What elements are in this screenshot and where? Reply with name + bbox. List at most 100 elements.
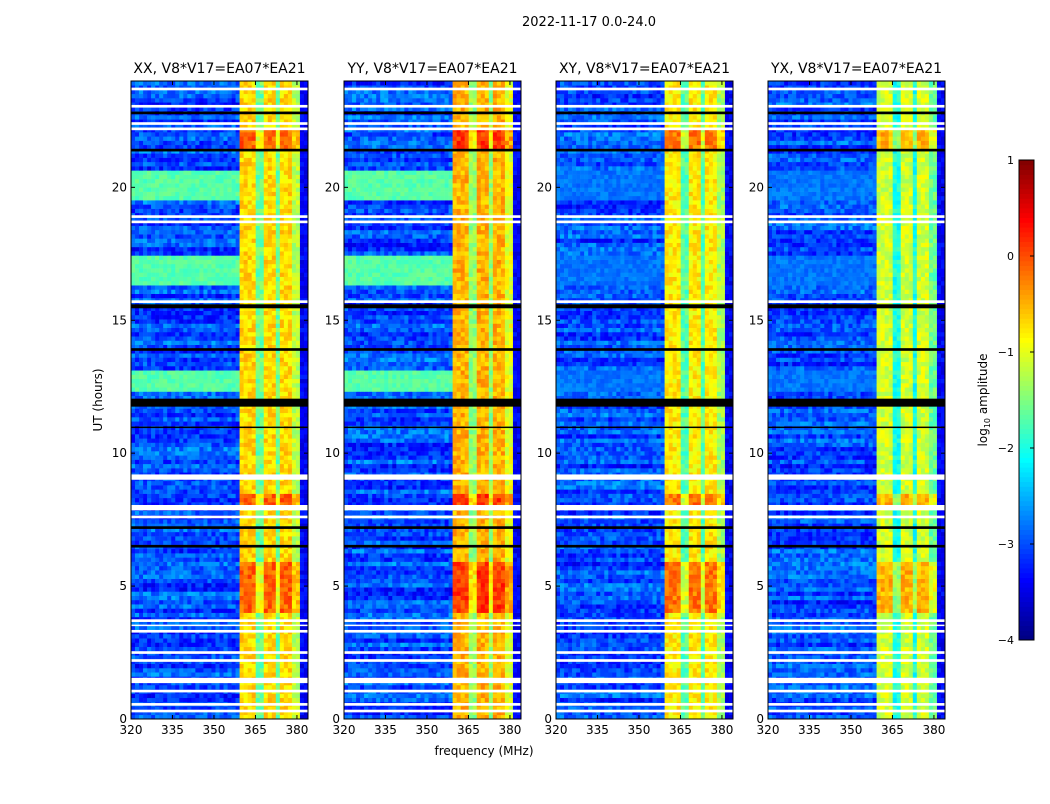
heatmap-cell bbox=[195, 582, 200, 588]
heatmap-cell bbox=[191, 348, 196, 354]
heatmap-cell bbox=[235, 587, 240, 592]
heatmap-cell bbox=[155, 565, 160, 571]
heatmap-cell bbox=[295, 655, 301, 660]
heatmap-cell bbox=[159, 463, 164, 469]
heatmap-cell bbox=[275, 485, 281, 490]
heatmap-cell bbox=[195, 289, 200, 294]
heatmap-cell bbox=[159, 531, 164, 537]
heatmap-cell bbox=[239, 599, 244, 605]
heatmap-cell bbox=[239, 297, 244, 303]
heatmap-cell bbox=[131, 646, 136, 652]
heatmap-cell bbox=[267, 642, 273, 647]
heatmap-cell bbox=[299, 451, 305, 456]
heatmap-cell bbox=[219, 540, 224, 545]
heatmap-cell bbox=[135, 421, 140, 426]
heatmap-cell bbox=[243, 531, 248, 537]
heatmap-cell bbox=[271, 570, 277, 575]
heatmap-cell bbox=[235, 293, 240, 299]
heatmap-cell bbox=[151, 331, 156, 337]
heatmap-cell bbox=[215, 684, 220, 690]
heatmap-cell bbox=[271, 493, 277, 499]
heatmap-cell bbox=[155, 417, 160, 422]
heatmap-cell bbox=[183, 442, 188, 448]
heatmap-cell bbox=[219, 697, 224, 703]
heatmap-cell bbox=[219, 625, 224, 630]
heatmap-cell bbox=[299, 361, 305, 367]
heatmap-cell bbox=[247, 442, 252, 448]
heatmap-cell bbox=[287, 340, 293, 345]
heatmap-cell bbox=[151, 442, 156, 448]
heatmap-cell bbox=[231, 357, 236, 363]
heatmap-cell bbox=[147, 642, 152, 647]
heatmap-cell bbox=[207, 348, 212, 354]
heatmap-cell bbox=[171, 353, 176, 358]
heatmap-cell bbox=[143, 340, 148, 345]
heatmap-cell bbox=[163, 642, 168, 647]
heatmap-cell bbox=[163, 523, 168, 528]
heatmap-cell bbox=[287, 391, 293, 397]
heatmap-cell bbox=[175, 536, 180, 541]
heatmap-cell bbox=[243, 263, 248, 269]
heatmap-cell bbox=[151, 625, 156, 630]
heatmap-cell bbox=[139, 599, 144, 605]
heatmap-cell bbox=[143, 633, 148, 639]
heatmap-cell bbox=[263, 540, 269, 545]
heatmap-cell bbox=[179, 519, 184, 524]
heatmap-cell bbox=[223, 655, 228, 660]
heatmap-cell bbox=[299, 561, 305, 567]
heatmap-cell bbox=[243, 357, 248, 363]
heatmap-cell bbox=[223, 459, 228, 465]
heatmap-cell bbox=[231, 429, 236, 435]
heatmap-cell bbox=[163, 374, 168, 380]
heatmap-cell bbox=[155, 642, 160, 647]
heatmap-cell bbox=[199, 527, 204, 533]
heatmap-cell bbox=[303, 604, 309, 609]
heatmap-cell bbox=[219, 621, 224, 626]
heatmap-cell bbox=[211, 268, 216, 273]
heatmap-cell bbox=[239, 510, 244, 516]
heatmap-cell bbox=[251, 251, 256, 256]
heatmap-cell bbox=[143, 276, 148, 282]
heatmap-cell bbox=[295, 565, 301, 571]
heatmap-cell bbox=[207, 510, 212, 516]
heatmap-cell bbox=[155, 268, 160, 273]
heatmap-cell bbox=[191, 582, 196, 588]
heatmap-cell bbox=[175, 314, 180, 320]
heatmap-cell bbox=[255, 378, 261, 384]
heatmap-cell bbox=[191, 489, 196, 494]
heatmap-cell bbox=[295, 246, 301, 252]
heatmap-cell bbox=[155, 510, 160, 516]
heatmap-cell bbox=[263, 510, 269, 516]
heatmap-cell bbox=[175, 268, 180, 273]
heatmap-cell bbox=[243, 519, 248, 524]
heatmap-cell bbox=[279, 582, 285, 588]
heatmap-cell bbox=[147, 531, 152, 537]
heatmap-cell bbox=[291, 421, 297, 426]
heatmap-cell bbox=[263, 272, 269, 277]
heatmap-cell bbox=[283, 434, 289, 439]
heatmap-cell bbox=[243, 540, 248, 545]
heatmap-cell bbox=[211, 378, 216, 384]
heatmap-cell bbox=[251, 497, 256, 503]
heatmap-cell bbox=[279, 574, 285, 579]
heatmap-cell bbox=[171, 531, 176, 537]
heatmap-cell bbox=[227, 616, 232, 622]
heatmap-cell bbox=[295, 553, 301, 558]
heatmap-cell bbox=[203, 327, 208, 333]
heatmap-cell bbox=[163, 638, 168, 643]
heatmap-cell bbox=[223, 574, 228, 579]
heatmap-cell bbox=[243, 642, 248, 647]
heatmap-cell bbox=[255, 582, 261, 588]
heatmap-cell bbox=[215, 268, 220, 273]
heatmap-cell bbox=[287, 336, 293, 341]
heatmap-cell bbox=[259, 553, 265, 558]
heatmap-cell bbox=[139, 361, 144, 367]
heatmap-cell bbox=[167, 289, 172, 294]
heatmap-cell bbox=[275, 570, 281, 575]
heatmap-cell bbox=[239, 340, 244, 345]
heatmap-cell bbox=[295, 357, 301, 363]
heatmap-cell bbox=[231, 446, 236, 452]
heatmap-cell bbox=[239, 310, 244, 316]
heatmap-cell bbox=[279, 519, 285, 524]
heatmap-cell bbox=[303, 531, 309, 537]
